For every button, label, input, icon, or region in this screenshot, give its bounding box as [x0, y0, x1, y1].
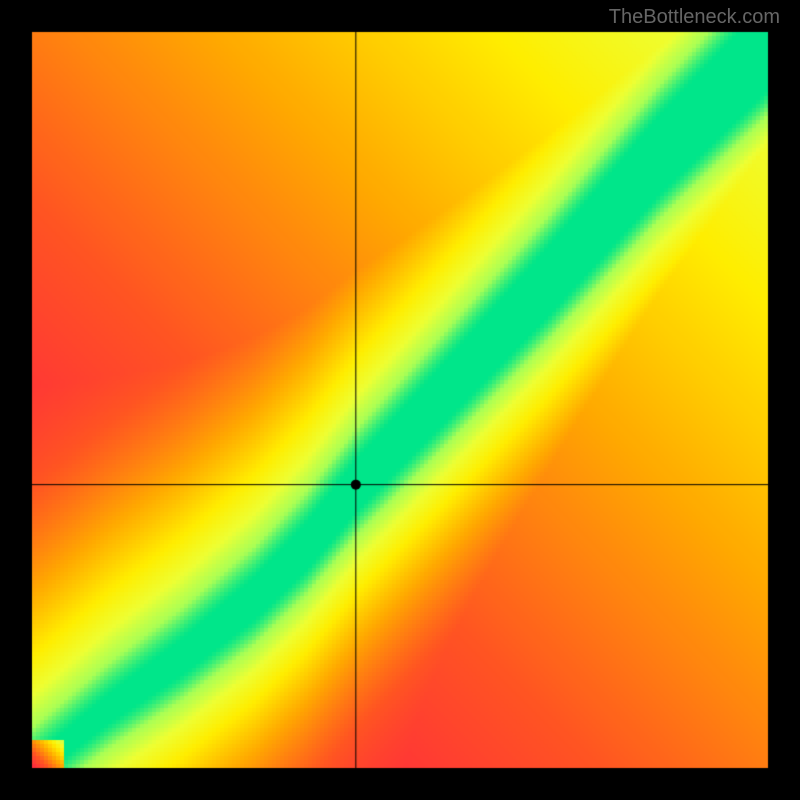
- watermark-text: TheBottleneck.com: [609, 6, 780, 29]
- chart-container: TheBottleneck.com: [0, 0, 800, 800]
- bottleneck-heatmap: [0, 0, 800, 800]
